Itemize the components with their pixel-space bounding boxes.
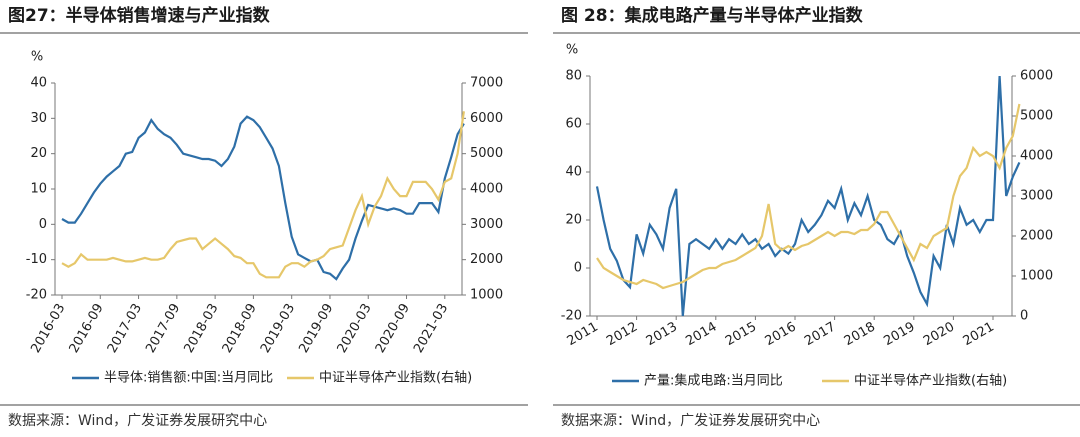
- y-tick-label: -20: [26, 288, 47, 303]
- y-tick-label: 0: [39, 217, 47, 232]
- x-tick-label: 2018-09: [220, 301, 260, 356]
- y-unit: %: [31, 50, 43, 65]
- series-line: [61, 115, 465, 281]
- y-tick-label: 40: [565, 165, 582, 180]
- y-tick-label: 30: [30, 111, 47, 126]
- legend-label: 产量:集成电路:当月同比: [644, 373, 783, 389]
- series-line: [596, 103, 1021, 290]
- y2-tick-label: 5000: [1020, 109, 1053, 124]
- y-tick-label: 80: [565, 69, 582, 84]
- x-tick-label: 2014: [683, 320, 719, 350]
- y-unit: %: [566, 43, 578, 58]
- y-tick-label: 0: [574, 261, 582, 276]
- x-tick-label: 2018-03: [181, 301, 221, 356]
- chart-title: 图 28：集成电路产量与半导体产业指数: [561, 5, 864, 26]
- y2-tick-label: 6000: [470, 111, 503, 126]
- y-tick-label: 40: [30, 76, 47, 91]
- y2-tick-label: 2000: [470, 252, 503, 267]
- x-tick-label: 2011: [565, 320, 601, 350]
- y-tick-label: 20: [30, 146, 47, 161]
- y2-tick-label: 1000: [1020, 269, 1053, 284]
- legend-label: 中证半导体产业指数(右轴): [319, 371, 472, 386]
- x-tick-label: 2016-03: [28, 301, 68, 356]
- x-tick-label: 2016: [763, 320, 799, 350]
- x-tick-label: 2017-09: [143, 301, 183, 356]
- x-tick-label: 2019-03: [258, 301, 298, 356]
- x-tick-label: 2018: [842, 320, 878, 350]
- series-line: [61, 111, 465, 279]
- y-tick-label: 10: [30, 182, 47, 197]
- x-tick-label: 2019: [881, 320, 917, 350]
- y-tick-label: 60: [565, 117, 582, 132]
- x-tick-label: 2019-09: [296, 301, 336, 356]
- x-tick-label: 2013: [644, 320, 680, 350]
- y-tick-label: 20: [565, 213, 582, 228]
- y-tick-label: -20: [561, 309, 582, 324]
- y2-tick-label: 5000: [470, 146, 503, 161]
- x-tick-label: 2020-03: [335, 301, 375, 356]
- chart-title: 图27：半导体销售增速与产业指数: [8, 5, 271, 26]
- y2-tick-label: 1000: [470, 288, 503, 303]
- x-tick-label: 2021: [961, 320, 997, 350]
- x-tick-label: 2015: [723, 320, 759, 350]
- y2-tick-label: 2000: [1020, 229, 1053, 244]
- source: 数据来源：Wind，广发证券发展研究中心: [561, 413, 820, 429]
- legend-label: 中证半导体产业指数(右轴): [854, 374, 1007, 389]
- x-tick-label: 2021-03: [411, 301, 451, 356]
- x-tick-label: 2020: [921, 320, 957, 350]
- y2-tick-label: 0: [1020, 309, 1028, 324]
- y2-tick-label: 6000: [1020, 69, 1053, 84]
- x-tick-label: 2017-03: [105, 301, 145, 356]
- y2-tick-label: 3000: [1020, 189, 1053, 204]
- source: 数据来源：Wind，广发证券发展研究中心: [8, 413, 267, 429]
- series-line: [595, 75, 1021, 317]
- x-tick-label: 2012: [604, 320, 640, 350]
- legend-label: 半导体:销售额:中国:当月同比: [104, 370, 273, 386]
- x-tick-label: 2020-09: [373, 301, 413, 356]
- x-tick-label: 2017: [802, 320, 838, 350]
- y-tick-label: -10: [26, 252, 47, 267]
- y2-tick-label: 7000: [470, 76, 503, 91]
- y2-tick-label: 3000: [470, 217, 503, 232]
- x-tick-label: 2016-09: [67, 301, 107, 356]
- y2-tick-label: 4000: [470, 182, 503, 197]
- y2-tick-label: 4000: [1020, 149, 1053, 164]
